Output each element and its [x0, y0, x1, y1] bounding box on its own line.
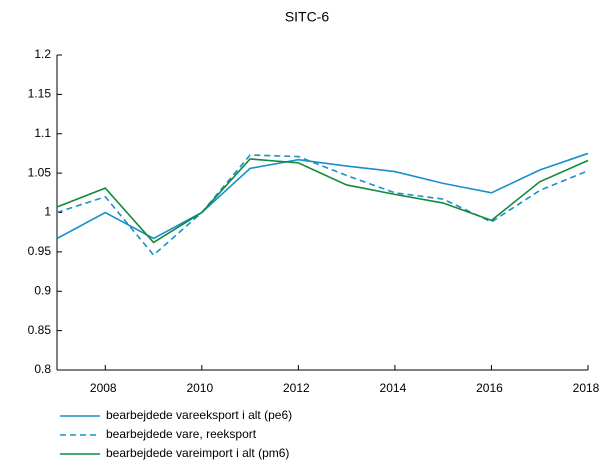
series-line: [56, 154, 589, 257]
x-tick-label: 2016: [476, 381, 503, 395]
y-tick-label: 1: [44, 205, 51, 219]
series-line: [56, 158, 589, 244]
y-tick-label: 0.95: [28, 244, 52, 258]
y-tick-label: 1.1: [34, 126, 51, 140]
chart-title: SITC-6: [285, 9, 330, 25]
legend-label: bearbejdede vareimport i alt (pm6): [106, 446, 289, 460]
y-tick-label: 0.9: [34, 283, 51, 297]
y-tick-label: 0.85: [28, 323, 52, 337]
legend-label: bearbejdede vare, reeksport: [106, 427, 257, 441]
legend-label: bearbejdede vareeksport i alt (pe6): [106, 408, 292, 422]
x-tick-label: 2014: [380, 381, 407, 395]
x-tick-label: 2010: [186, 381, 213, 395]
y-tick-label: 1.2: [34, 47, 51, 61]
y-tick-label: 1.05: [28, 165, 52, 179]
y-tick-label: 0.8: [34, 362, 51, 376]
x-tick-label: 2018: [573, 381, 600, 395]
x-tick-label: 2008: [90, 381, 117, 395]
x-tick-label: 2012: [283, 381, 310, 395]
y-tick-label: 1.15: [28, 87, 52, 101]
